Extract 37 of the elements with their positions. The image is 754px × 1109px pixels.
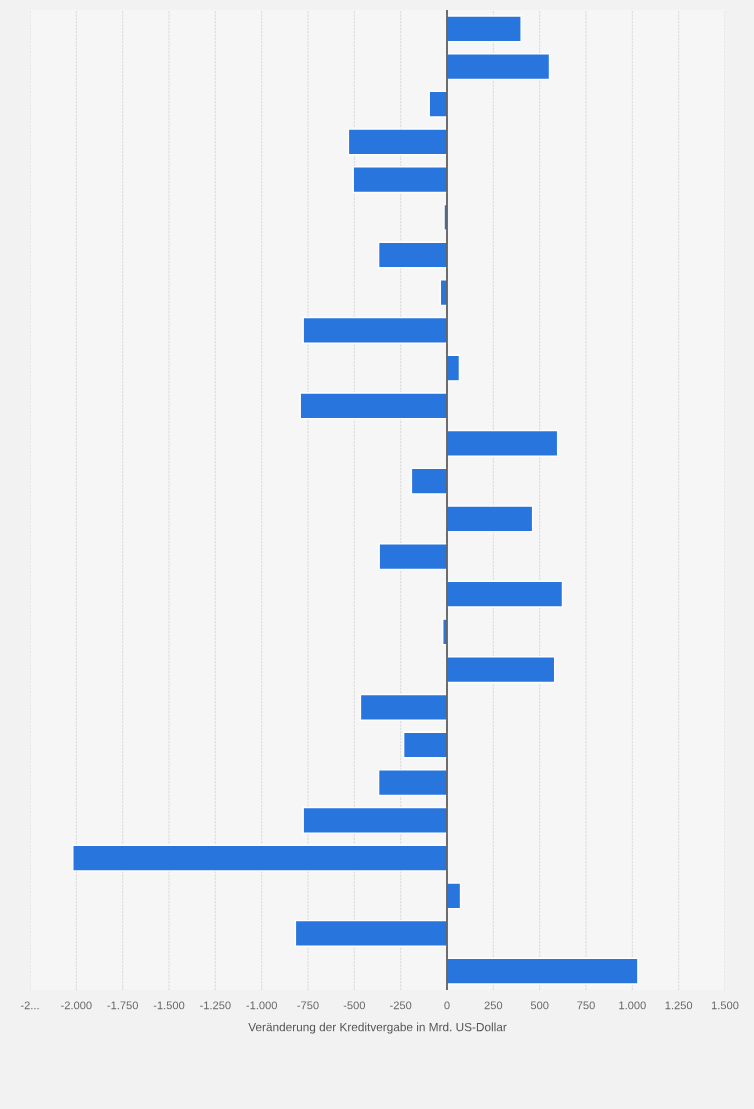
bar (402, 731, 448, 759)
x-tick-label: -2... (20, 1001, 39, 1010)
bar (378, 543, 448, 571)
bar (352, 166, 448, 194)
x-tick-label: 500 (530, 1001, 549, 1010)
x-tick-label: -1.000 (246, 1001, 277, 1010)
bar (410, 467, 448, 495)
x-tick-label: -750 (297, 1001, 319, 1010)
x-tick-label: 750 (577, 1001, 595, 1010)
x-tick-label: 1.500 (711, 1001, 739, 1010)
bar (72, 844, 448, 872)
x-tick-label: 250 (484, 1001, 503, 1010)
bar (446, 580, 564, 608)
x-tick-label: -2.000 (61, 1001, 92, 1010)
x-tick-label: 1.000 (619, 1001, 646, 1010)
bar (446, 505, 534, 533)
bar (446, 429, 559, 457)
x-tick-label: -1.750 (107, 1001, 138, 1010)
bar (377, 769, 448, 797)
x-tick-label: -1.250 (200, 1001, 231, 1010)
bar (294, 919, 448, 947)
bar (377, 241, 448, 269)
bar (446, 656, 556, 684)
x-tick-label: -1.500 (153, 1001, 185, 1010)
bar (347, 128, 448, 156)
x-axis-title: Veränderung der Kreditvergabe in Mrd. US-Dollar (248, 1022, 507, 1034)
bar (446, 957, 639, 985)
x-tick-label: -500 (343, 1001, 366, 1010)
bar (299, 392, 448, 420)
bar (359, 693, 448, 721)
x-tick-label: -250 (390, 1001, 412, 1010)
bar (446, 15, 522, 43)
bar (302, 806, 448, 834)
x-tick-label: 1.250 (665, 1001, 693, 1010)
bar (446, 53, 551, 81)
bar (302, 316, 448, 344)
x-tick-label: 0 (444, 1001, 450, 1010)
